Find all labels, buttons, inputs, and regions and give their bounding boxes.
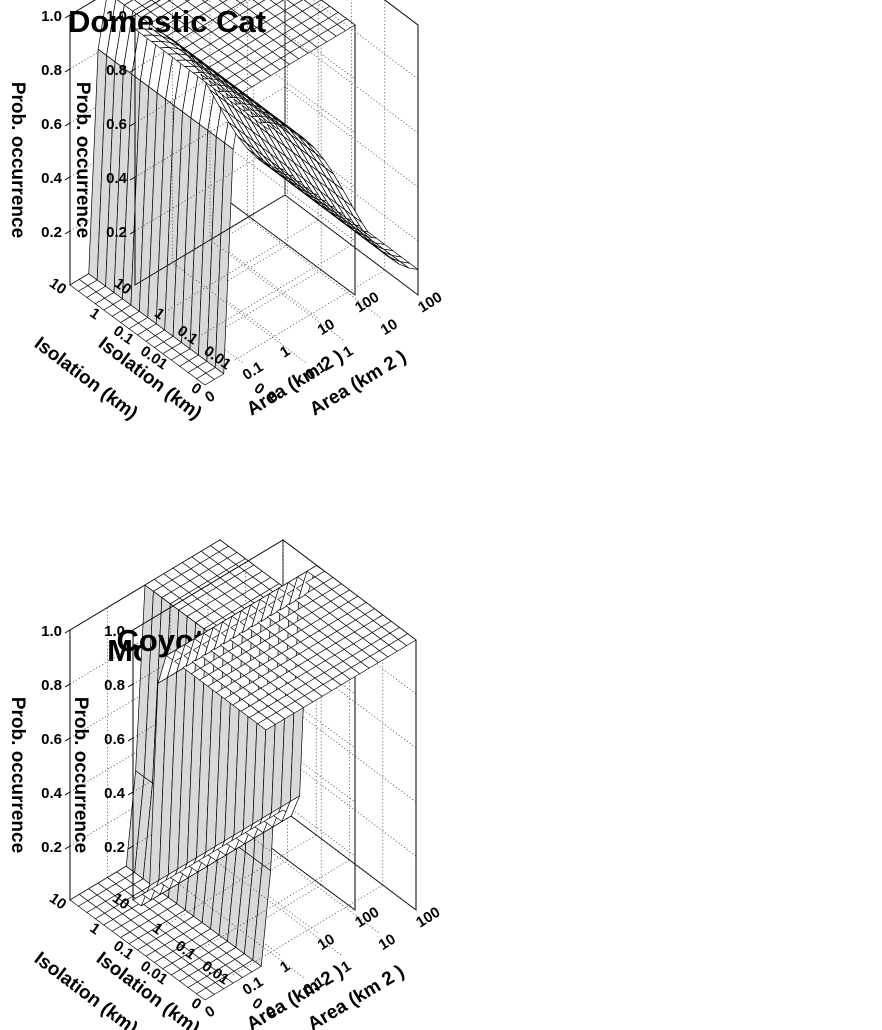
area-tick-label: 10 — [315, 931, 338, 954]
isolation-tick-label: 1 — [87, 920, 104, 939]
area-tick-label: 0.1 — [240, 973, 267, 998]
z-tick-label: 0.2 — [106, 224, 127, 241]
z-tick-label: 0.6 — [106, 116, 127, 133]
z-tick-label: 0.2 — [41, 839, 62, 856]
surface-cell — [399, 261, 419, 270]
chart-panel-coyote: Coyote 0.2 0.4 0.6 0.8 1.0 Prob. occurrence 10 1… — [70, 515, 882, 1030]
isolation-tick-label: 10 — [46, 890, 69, 913]
chart-title: Domestic Cat — [68, 4, 266, 39]
surface-cell — [397, 633, 417, 646]
surface-plot-domestic-cat: Domestic Cat 0.2 0.4 0.6 0.8 1.0 Prob. occurre… — [68, 0, 445, 424]
surface-cell — [218, 0, 228, 3]
area-tick-label: 1 — [277, 958, 293, 977]
surface-cell — [235, 0, 247, 4]
surface-cell — [252, 0, 266, 5]
z-axis-label: Prob. occurrence — [70, 697, 91, 853]
area-tick-label: 1 — [277, 343, 293, 362]
z-tick-label: 0.8 — [41, 677, 62, 694]
chart-panel-domestic-cat: Domestic Cat 0.2 0.4 0.6 0.8 1.0 Prob. occurre… — [68, 0, 882, 515]
z-tick-label: 0.8 — [41, 62, 62, 79]
z-axis-label: Prob. occurrence — [72, 82, 93, 238]
isolation-tick-label: 10 — [109, 890, 132, 913]
z-tick-label: 0.6 — [41, 731, 62, 748]
surface-mesh — [134, 28, 419, 270]
side-wall — [219, 0, 356, 296]
surface-mesh — [132, 565, 417, 907]
area-tick-label: 100 — [352, 289, 382, 317]
area-tick-label: 100 — [352, 904, 382, 932]
z-tick-label: 0.4 — [106, 170, 128, 187]
isolation-tick-label: 0 — [188, 995, 205, 1014]
z-tick-label: 0.8 — [104, 677, 125, 694]
z-tick-label: 0.8 — [106, 62, 127, 79]
z-tick-label: 1.0 — [41, 8, 62, 25]
z-tick-label: 1.0 — [41, 623, 62, 640]
z-tick-label: 1.0 — [104, 623, 125, 640]
z-tick-label: 0.6 — [104, 731, 125, 748]
area-tick-label: 0 — [202, 1003, 218, 1022]
area-tick-label: 0 — [202, 388, 218, 407]
area-tick-label: 10 — [376, 931, 399, 954]
z-axis-label: Prob. occurrence — [7, 697, 28, 853]
z-tick-label: 0.4 — [104, 785, 126, 802]
isolation-tick-label: 10 — [111, 275, 134, 298]
z-tick-label: 0.2 — [41, 224, 62, 241]
z-axis-label: Prob. occurrence — [7, 82, 28, 238]
z-tick-label: 0.4 — [41, 785, 63, 802]
side-wall — [282, 538, 417, 912]
z-tick-label: 0.6 — [41, 116, 62, 133]
z-tick-label: 0.4 — [41, 170, 63, 187]
isolation-tick-label: 10 — [46, 275, 69, 298]
isolation-tick-label: 1 — [87, 305, 104, 324]
area-tick-label: 10 — [378, 316, 401, 339]
z-tick-label: 1.0 — [106, 8, 127, 25]
z-tick-label: 0.2 — [104, 839, 125, 856]
side-wall — [284, 0, 419, 297]
